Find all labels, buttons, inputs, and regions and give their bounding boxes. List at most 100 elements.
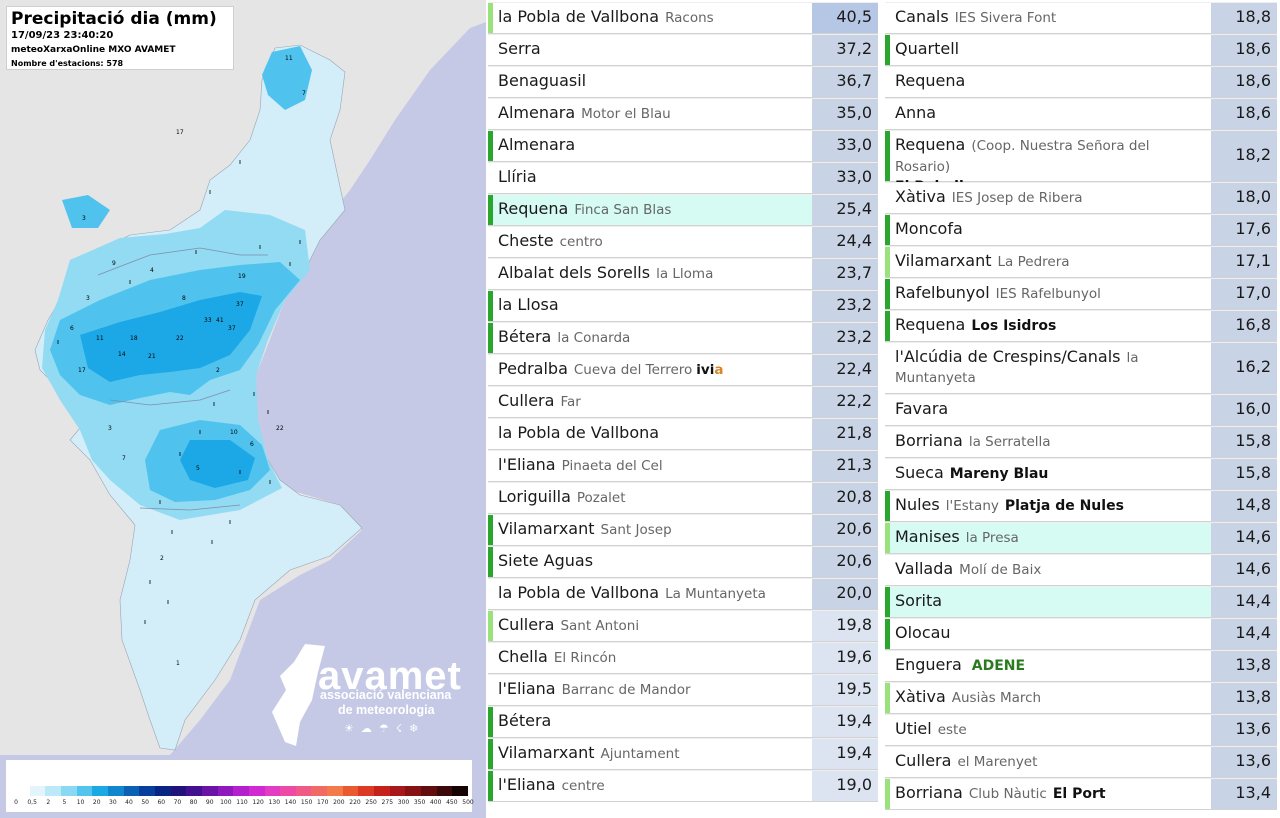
ranking-row[interactable]: Serra 37,2 (488, 34, 878, 66)
svg-text:7: 7 (302, 90, 306, 97)
ranking-row[interactable]: l'Eliana Pinaeta del Cel 21,3 (488, 450, 878, 482)
legend-tick-label: 0,5 (27, 799, 37, 806)
station-ticks (57, 160, 301, 624)
ranking-row[interactable]: Requena Finca San Blas 25,4 (488, 194, 878, 226)
legend-tick-label: 200 (333, 799, 345, 806)
ranking-row[interactable]: Quartell 18,6 (885, 34, 1277, 66)
legend-tick-label: 2 (46, 799, 51, 806)
station-location-bold: El Port (1052, 786, 1106, 802)
precipitation-value: 19,4 (812, 707, 878, 737)
storm-icon: ☇ (395, 722, 410, 735)
svg-text:41: 41 (216, 317, 224, 324)
station-name-cell: Requena (Coop. Nuestra Señora del Rosario… (885, 131, 1211, 195)
ranking-row[interactable]: Pedralba Cueva del Terrero ivia 22,4 (488, 354, 878, 386)
legend-tick-label: 10 (76, 799, 85, 806)
legend-tick-label: 80 (189, 799, 198, 806)
station-type-marker (885, 131, 890, 181)
ranking-row[interactable]: Nules l'Estany Platja de Nules 14,8 (885, 490, 1277, 522)
station-location: IES Josep de Ribera (951, 190, 1083, 206)
station-location: Barranc de Mandor (561, 682, 691, 698)
station-name-cell: Bétera (488, 707, 812, 737)
ranking-row[interactable]: Chella El Rincón 19,6 (488, 642, 878, 674)
precipitation-value: 23,7 (812, 259, 878, 289)
ranking-row[interactable]: Anna 18,6 (885, 98, 1277, 130)
ranking-row[interactable]: Olocau 14,4 (885, 618, 1277, 650)
station-type-marker (885, 215, 890, 245)
ranking-row[interactable]: Cullera Far 22,2 (488, 386, 878, 418)
legend-tick-label: 50 (141, 799, 149, 806)
ranking-row[interactable]: Bétera la Conarda 23,2 (488, 322, 878, 354)
ranking-row[interactable]: Rafelbunyol IES Rafelbunyol 17,0 (885, 278, 1277, 310)
ranking-row[interactable]: Siete Aguas 20,6 (488, 546, 878, 578)
station-name: Pedralba (498, 359, 568, 378)
station-name: Cheste (498, 231, 554, 250)
ranking-row[interactable]: Bétera 19,4 (488, 706, 878, 738)
ranking-row[interactable]: Borriana la Serratella 15,8 (885, 426, 1277, 458)
ranking-row[interactable]: Enguera ADENE 13,8 (885, 650, 1277, 682)
ranking-row[interactable]: la Pobla de Vallbona Racons 40,5 (488, 2, 878, 34)
station-type-marker (885, 523, 890, 553)
ranking-row[interactable]: Favara 16,0 (885, 394, 1277, 426)
legend-swatch (123, 786, 140, 796)
ranking-row[interactable]: Requena 18,6 (885, 66, 1277, 98)
ranking-row[interactable]: Cheste centro 24,4 (488, 226, 878, 258)
svg-text:18: 18 (130, 335, 138, 342)
station-location: la (1126, 350, 1139, 366)
ranking-row[interactable]: l'Alcúdia de Crespins/Canals la Muntanyeta… (885, 342, 1277, 394)
ranking-row[interactable]: Almenara Motor el Blau 35,0 (488, 98, 878, 130)
station-location: Ajuntament (600, 746, 680, 762)
ranking-row[interactable]: Sueca Mareny Blau 15,8 (885, 458, 1277, 490)
ranking-row[interactable]: Vilamarxant Ajuntament 19,4 (488, 738, 878, 770)
ranking-row[interactable]: Vallada Molí de Baix 14,6 (885, 554, 1277, 586)
station-location: IES Rafelbunyol (995, 286, 1101, 302)
ranking-row[interactable]: l'Eliana centre 19,0 (488, 770, 878, 802)
station-type-marker (488, 3, 493, 33)
ranking-row[interactable]: Moncofa 17,6 (885, 214, 1277, 246)
ranking-row[interactable]: Benaguasil 36,7 (488, 66, 878, 98)
station-type-marker (885, 683, 890, 713)
station-location: Club Nàutic (968, 786, 1047, 802)
ranking-row[interactable]: Loriguilla Pozalet 20,8 (488, 482, 878, 514)
ranking-row[interactable]: Cullera Sant Antoni 19,8 (488, 610, 878, 642)
ranking-row[interactable]: Xàtiva Ausiàs March 13,8 (885, 682, 1277, 714)
province-border (97, 247, 268, 511)
ranking-row[interactable]: Vilamarxant Sant Josep 20,6 (488, 514, 878, 546)
precipitation-value: 18,6 (1211, 35, 1277, 65)
ranking-row[interactable]: la Pobla de Vallbona La Muntanyeta 20,0 (488, 578, 878, 610)
ranking-row[interactable]: Albalat dels Sorells la Lloma 23,7 (488, 258, 878, 290)
station-location: la Conarda (557, 330, 631, 346)
precipitation-value: 18,6 (1211, 67, 1277, 97)
ranking-row[interactable]: Requena Los Isidros 16,8 (885, 310, 1277, 342)
legend-tick-label: 250 (365, 799, 377, 806)
ranking-row[interactable]: Manises la Presa 14,6 (885, 522, 1277, 554)
weather-icons-row: ☀☁☂☇❄ (344, 722, 425, 735)
station-name-cell: Bétera la Conarda (488, 323, 812, 353)
legend-tick-label: 5 (62, 799, 67, 806)
svg-text:33: 33 (204, 317, 212, 324)
ranking-row[interactable]: Sorita 14,4 (885, 586, 1277, 618)
ranking-row[interactable]: Requena (Coop. Nuestra Señora del Rosario… (885, 130, 1277, 195)
station-name: Requena (895, 315, 966, 334)
map-title: Precipitació dia (mm) (11, 9, 217, 29)
station-name-cell: Loriguilla Pozalet (488, 483, 812, 513)
ranking-row[interactable]: Almenara 33,0 (488, 130, 878, 162)
ranking-row[interactable]: la Pobla de Vallbona 21,8 (488, 418, 878, 450)
ranking-row[interactable]: Borriana Club Nàutic El Port 13,4 (885, 778, 1277, 810)
station-location: IES Sivera Font (954, 10, 1057, 26)
station-name-cell: Olocau (885, 619, 1211, 649)
ranking-row[interactable]: Canals IES Sivera Font 18,8 (885, 2, 1277, 34)
ranking-row[interactable]: Xàtiva IES Josep de Ribera 18,0 (885, 182, 1277, 214)
legend-swatch (201, 786, 218, 796)
ranking-row[interactable]: la Llosa 23,2 (488, 290, 878, 322)
ranking-row[interactable]: Llíria 33,0 (488, 162, 878, 194)
station-name: Vilamarxant (895, 251, 992, 270)
ranking-row[interactable]: Cullera el Marenyet 13,6 (885, 746, 1277, 778)
station-name-cell: la Pobla de Vallbona (488, 419, 812, 449)
legend-tick-label: 400 (429, 799, 442, 806)
ranking-row[interactable]: Utiel este 13,6 (885, 714, 1277, 746)
ranking-row[interactable]: Vilamarxant La Pedrera 17,1 (885, 246, 1277, 278)
ranking-row[interactable]: l'Eliana Barranc de Mandor 19,5 (488, 674, 878, 706)
station-name-cell: Borriana Club Nàutic El Port (885, 779, 1211, 809)
cloud-icon: ☁ (360, 722, 379, 735)
avamet-logo-subtitle-2: de meteorologia (338, 703, 435, 717)
